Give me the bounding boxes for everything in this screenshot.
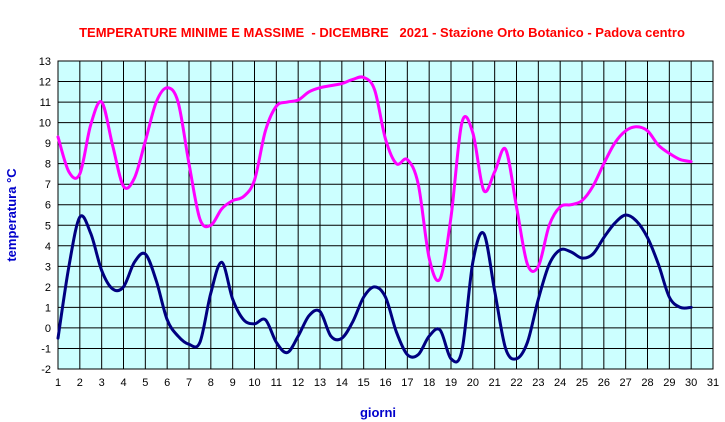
x-tick-label: 2 <box>77 377 83 389</box>
y-tick-label: 10 <box>39 118 51 130</box>
series-lines <box>56 75 693 364</box>
y-tick-label: 4 <box>45 241 51 253</box>
y-tick-label: -2 <box>41 364 51 376</box>
y-tick-label: 8 <box>45 159 51 171</box>
y-tick-label: 5 <box>45 220 51 232</box>
x-tick-label: 11 <box>271 377 282 389</box>
chart-title: TEMPERATURE MINIME E MASSIME - DICEMBRE … <box>79 25 685 40</box>
y-tick-label: 12 <box>39 77 51 89</box>
y-tick-label: 1 <box>45 302 51 314</box>
x-tick-label: 22 <box>510 377 522 389</box>
x-tick-label: 10 <box>248 377 260 389</box>
x-tick-label: 5 <box>142 377 148 389</box>
y-tick-label: -1 <box>41 343 51 355</box>
x-tick-label: 31 <box>707 377 719 389</box>
x-tick-label: 19 <box>445 377 457 389</box>
y-axis-title: temperatura °C <box>4 168 19 262</box>
y-tick-label: 3 <box>45 261 51 273</box>
series-line-min <box>56 213 693 364</box>
x-tick-label: 8 <box>208 377 214 389</box>
x-tick-label: 27 <box>620 377 632 389</box>
x-tick-label: 1 <box>55 377 61 389</box>
x-tick-label: 20 <box>467 377 479 389</box>
x-tick-label: 13 <box>314 377 326 389</box>
x-axis-ticks: 1 2 3 4 5 6 7 8 9 10 11 12 13 14 15 16 17 18 19 20 21 22 23 24 2… <box>55 377 719 389</box>
x-tick-label: 12 <box>292 377 304 389</box>
x-tick-label: 4 <box>120 377 126 389</box>
y-tick-label: 13 <box>39 56 51 68</box>
x-tick-label: 3 <box>99 377 105 389</box>
x-tick-label: 23 <box>532 377 544 389</box>
x-tick-label: 26 <box>598 377 610 389</box>
x-tick-label: 14 <box>336 377 348 389</box>
y-tick-label: 2 <box>45 282 51 294</box>
x-tick-label: 7 <box>186 377 192 389</box>
x-tick-label: 21 <box>489 377 501 389</box>
x-tick-label: 18 <box>423 377 435 389</box>
x-tick-label: 29 <box>663 377 675 389</box>
x-axis-title: giorni <box>360 405 396 420</box>
y-tick-label: 0 <box>45 323 51 335</box>
y-tick-label: 9 <box>45 138 51 150</box>
y-tick-label: 6 <box>45 200 51 212</box>
x-tick-label: 15 <box>358 377 370 389</box>
plot-border <box>57 60 714 370</box>
y-tick-label: 7 <box>45 179 51 191</box>
x-tick-label: 6 <box>164 377 170 389</box>
series-line-max <box>56 75 693 283</box>
x-tick-label: 25 <box>576 377 588 389</box>
x-tick-label: 17 <box>401 377 413 389</box>
x-tick-label: 24 <box>554 377 566 389</box>
x-tick-label: 9 <box>230 377 236 389</box>
x-tick-label: 28 <box>641 377 653 389</box>
x-tick-label: 16 <box>379 377 391 389</box>
y-tick-label: 11 <box>40 97 51 109</box>
x-tick-label: 30 <box>685 377 697 389</box>
